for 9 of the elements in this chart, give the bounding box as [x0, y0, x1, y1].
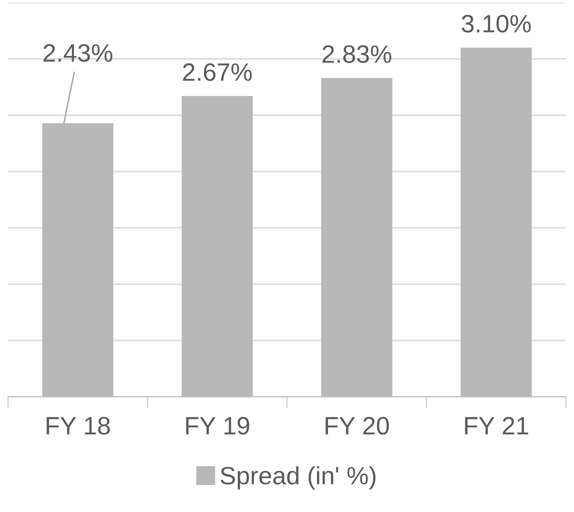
x-tick-label: FY 19: [186, 416, 250, 435]
legend-label: Spread (in' %): [220, 466, 376, 490]
data-label: 2.67%: [183, 63, 252, 81]
x-tick-label: FY 18: [46, 416, 110, 435]
data-label: 2.43%: [44, 44, 112, 62]
x-tick-label: FY 20: [326, 416, 389, 435]
data-label: 2.83%: [322, 45, 392, 63]
x-tick-label: FY 21: [465, 416, 528, 434]
data-label: 3.10%: [462, 14, 531, 33]
